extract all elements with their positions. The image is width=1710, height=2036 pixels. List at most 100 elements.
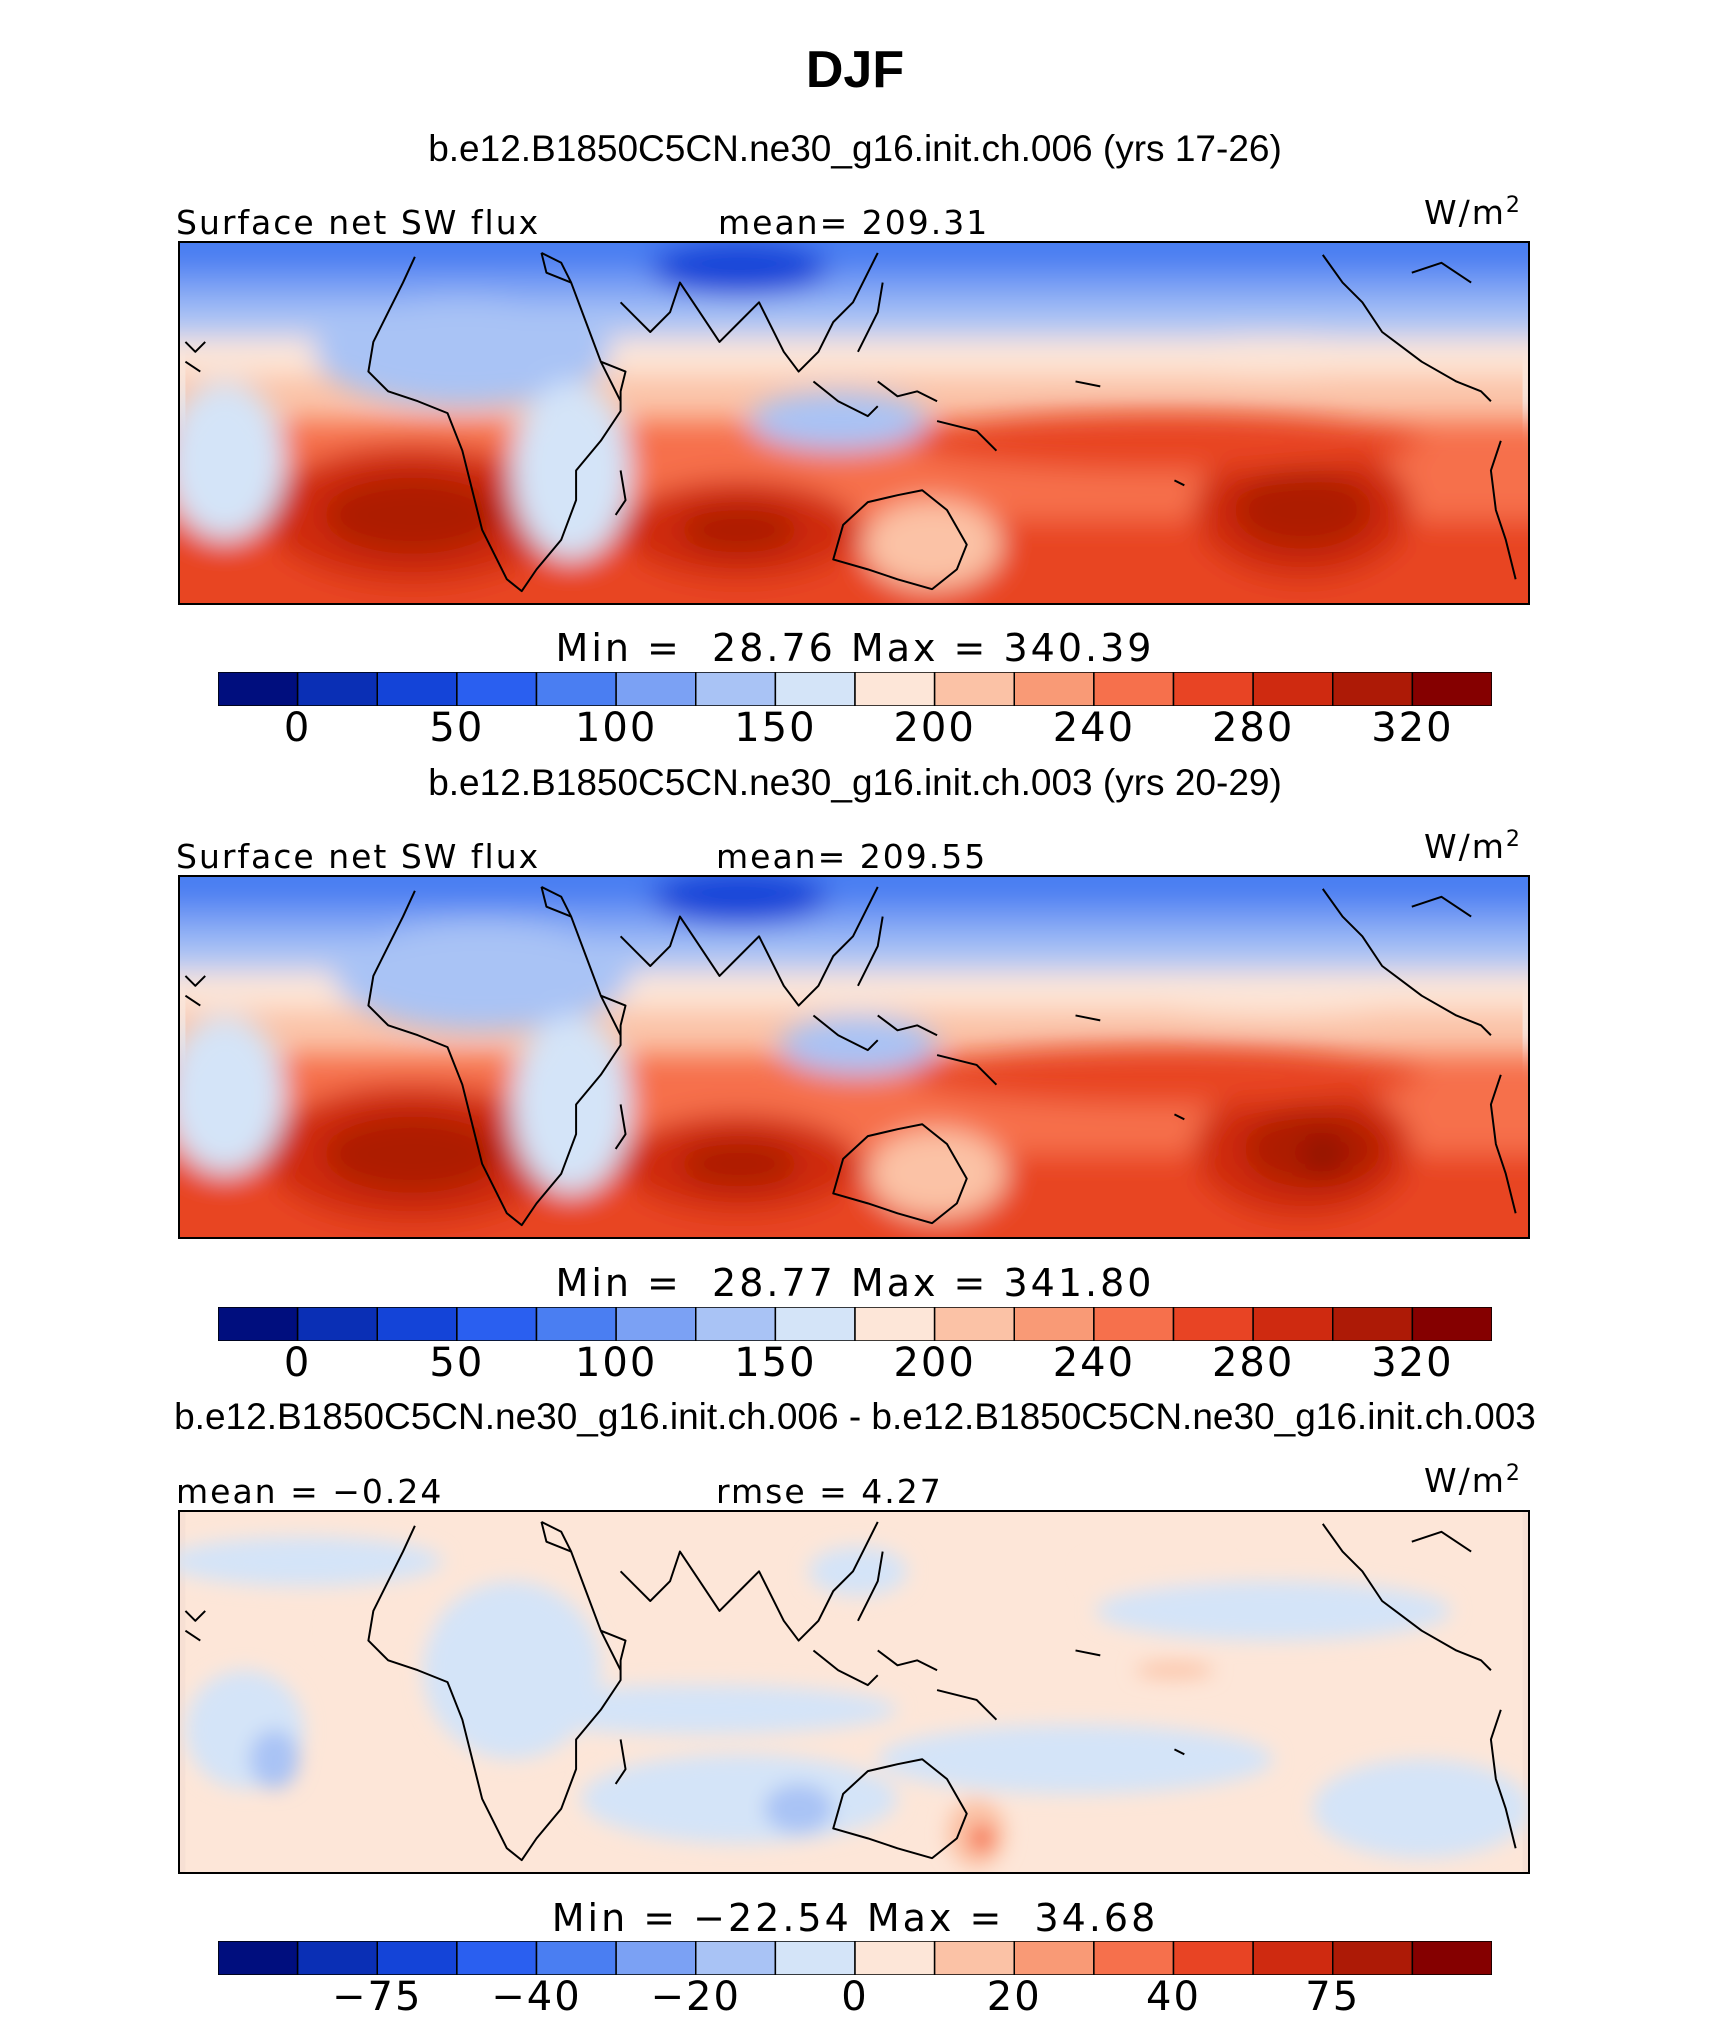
colorbar-segment <box>695 1306 777 1342</box>
colorbar-tick-label: 320 <box>1371 705 1454 751</box>
colorbar-tick-label: 20 <box>986 1974 1042 2020</box>
colorbar-segment <box>933 671 1015 707</box>
colorbar-segment <box>535 671 617 707</box>
colorbar-segment <box>1093 1940 1175 1976</box>
colorbar-segment <box>376 1306 458 1342</box>
colorbar-tick-label: 75 <box>1305 1974 1361 2020</box>
main-title: DJF <box>805 41 905 99</box>
colorbar-tick-label: 50 <box>429 705 485 751</box>
colorbar-segment <box>854 1306 936 1342</box>
colorbar-segment <box>774 1940 856 1976</box>
colorbar-tick-label: 100 <box>574 1340 658 1386</box>
panel2-units-base: W/m <box>1424 827 1506 866</box>
panel2-case-title: b.e12.B1850C5CN.ne30_g16.init.ch.003 (yr… <box>428 762 1282 803</box>
panel1-case-title: b.e12.B1850C5CN.ne30_g16.init.ch.006 (yr… <box>428 128 1282 169</box>
panel1-colorbar-ticks: 0 50 100 150 200 240 280 320 <box>218 705 1492 751</box>
colorbar-segment <box>1252 671 1334 707</box>
colorbar-segment <box>1013 1940 1095 1976</box>
panel3-units-exp: 2 <box>1505 1461 1522 1486</box>
colorbar-tick-label: 200 <box>893 705 976 751</box>
panel3-case-title: b.e12.B1850C5CN.ne30_g16.init.ch.006 - b… <box>174 1396 1536 1437</box>
panel1-mean-label: mean= 209.31 <box>718 203 990 242</box>
colorbar-segment <box>535 1306 617 1342</box>
colorbar-segment <box>456 671 538 707</box>
colorbar-segment <box>1013 1306 1095 1342</box>
panel1-minmax: Min = 28.76 Max = 340.39 <box>555 626 1155 670</box>
colorbar-tick-label: 50 <box>429 1340 485 1386</box>
panel3-mean-label: mean = −0.24 <box>176 1472 444 1511</box>
panel1-units-exp: 2 <box>1505 193 1522 218</box>
colorbar-segment <box>774 1306 856 1342</box>
colorbar-segment <box>1093 1306 1175 1342</box>
colorbar-tick-label: 0 <box>841 1974 869 2020</box>
colorbar-segment <box>854 671 936 707</box>
colorbar-segment <box>933 1940 1015 1976</box>
panel3-units: W/m2 <box>1424 1461 1522 1500</box>
colorbar-tick-label: −40 <box>491 1974 582 2020</box>
colorbar-segment <box>1172 671 1254 707</box>
colorbar-segment <box>456 1306 538 1342</box>
colorbar-segment <box>376 671 458 707</box>
colorbar-segment <box>296 1306 378 1342</box>
panel3-colorbar-ticks: −75 −40 −20 0 20 40 75 <box>218 1974 1492 2020</box>
panel3-colorbar <box>217 1940 1493 1976</box>
colorbar-segment <box>695 671 777 707</box>
colorbar-segment <box>1411 1940 1493 1976</box>
colorbar-segment <box>296 1940 378 1976</box>
colorbar-tick-label: 40 <box>1146 1974 1201 2020</box>
colorbar-segment <box>1013 671 1095 707</box>
colorbar-segment <box>217 671 299 707</box>
colorbar-segment <box>615 671 697 707</box>
colorbar-tick-label: 320 <box>1371 1340 1454 1386</box>
colorbar-tick-label: 200 <box>893 1340 976 1386</box>
colorbar-segment <box>1172 1940 1254 1976</box>
colorbar-segment <box>933 1306 1015 1342</box>
colorbar-tick-label: 240 <box>1052 1340 1136 1386</box>
panel2-colorbar-ticks: 0 50 100 150 200 240 280 320 <box>218 1340 1492 1386</box>
colorbar-tick-label: 280 <box>1211 1340 1295 1386</box>
colorbar-tick-label: 150 <box>734 1340 817 1386</box>
colorbar-segment <box>1172 1306 1254 1342</box>
colorbar-segment <box>695 1940 777 1976</box>
panel1-map <box>178 241 1530 605</box>
colorbar-segment <box>615 1940 697 1976</box>
panel2-minmax: Min = 28.77 Max = 341.80 <box>555 1261 1155 1305</box>
panel1-units-base: W/m <box>1424 193 1506 232</box>
panel1-units: W/m2 <box>1424 193 1522 232</box>
colorbar-segment <box>1252 1940 1334 1976</box>
colorbar-segment <box>1411 671 1493 707</box>
colorbar-segment <box>535 1940 617 1976</box>
colorbar-segment <box>376 1940 458 1976</box>
colorbar-tick-label: 0 <box>283 1340 312 1386</box>
panel3-units-base: W/m <box>1424 1461 1506 1500</box>
panel2-units-exp: 2 <box>1505 827 1522 852</box>
colorbar-segment <box>774 671 856 707</box>
colorbar-segment <box>1332 1306 1414 1342</box>
panel2-map <box>178 875 1530 1239</box>
panel2-variable-label: Surface net SW flux <box>176 837 541 876</box>
colorbar-segment <box>615 1306 697 1342</box>
colorbar-tick-label: −75 <box>332 1974 423 2020</box>
colorbar-tick-label: 100 <box>574 705 658 751</box>
colorbar-segment <box>456 1940 538 1976</box>
colorbar-segment <box>217 1306 299 1342</box>
panel3-map <box>178 1510 1530 1874</box>
panel2-units: W/m2 <box>1424 827 1522 866</box>
colorbar-segment <box>217 1940 299 1976</box>
colorbar-segment <box>854 1940 936 1976</box>
panel1-variable-label: Surface net SW flux <box>176 203 541 242</box>
colorbar-segment <box>1332 671 1414 707</box>
colorbar-tick-label: 240 <box>1052 705 1136 751</box>
colorbar-tick-label: 280 <box>1211 705 1295 751</box>
colorbar-segment <box>296 671 378 707</box>
panel1-colorbar <box>217 671 1493 707</box>
colorbar-segment <box>1252 1306 1334 1342</box>
colorbar-tick-label: 150 <box>734 705 817 751</box>
colorbar-segment <box>1411 1306 1493 1342</box>
colorbar-tick-label: 0 <box>283 705 312 751</box>
colorbar-tick-label: −20 <box>650 1974 741 2020</box>
panel3-rmse-label: rmse = 4.27 <box>716 1472 943 1511</box>
panel2-colorbar <box>217 1306 1493 1342</box>
colorbar-segment <box>1332 1940 1414 1976</box>
panel2-mean-label: mean= 209.55 <box>716 837 988 876</box>
